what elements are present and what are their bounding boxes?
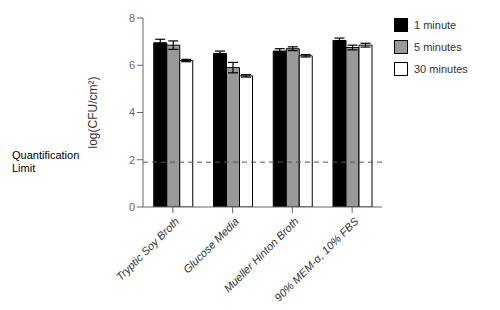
svg-text:4: 4	[129, 106, 135, 118]
svg-text:Mueller Hinton Broth: Mueller Hinton Broth	[221, 215, 301, 295]
svg-text:90% MEM-α, 10% FBS: 90% MEM-α, 10% FBS	[272, 215, 361, 302]
svg-text:6: 6	[129, 59, 135, 71]
html-text:5 minutes: 5 minutes	[414, 41, 462, 53]
svg-text:8: 8	[129, 12, 135, 24]
svg-text:QuantificationLimit: QuantificationLimit	[12, 149, 79, 174]
svg-text:Tryptic Soy Broth: Tryptic Soy Broth	[114, 215, 182, 283]
svg-text:2: 2	[129, 154, 135, 166]
html-text:30 minutes: 30 minutes	[414, 63, 468, 75]
svg-text:0: 0	[129, 201, 135, 213]
html-text:1 minute: 1 minute	[414, 19, 457, 31]
svg-text:Glucose Media: Glucose Media	[181, 215, 241, 275]
svg-text:log(CFU/cm²): log(CFU/cm²)	[86, 77, 100, 149]
